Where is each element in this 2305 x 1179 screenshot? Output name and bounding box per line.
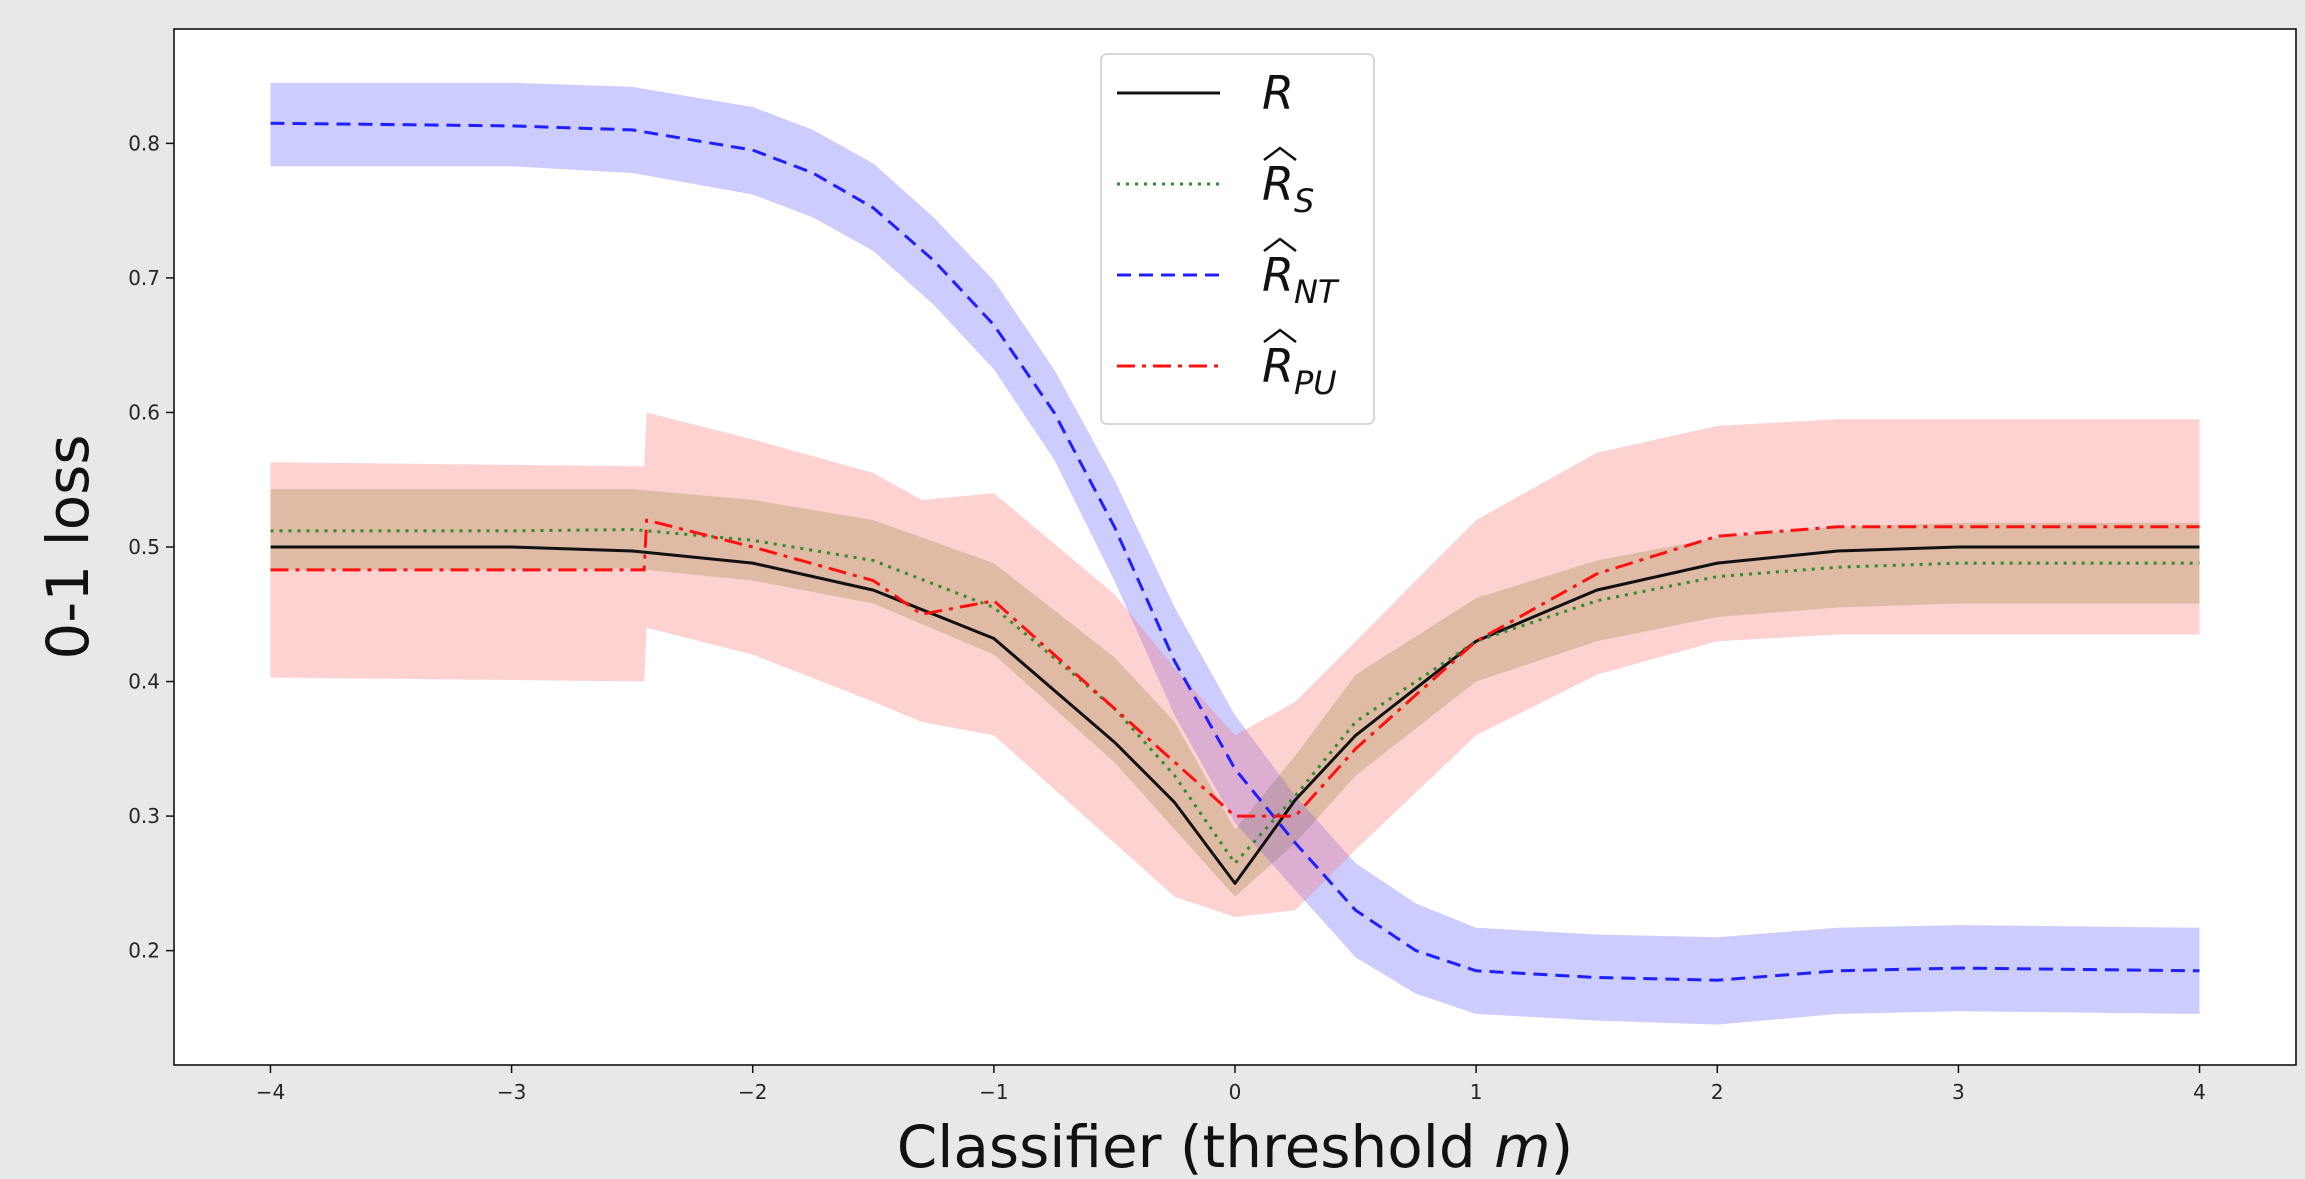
- x-tick-label: −3: [497, 1080, 526, 1104]
- x-tick-label: −4: [256, 1080, 285, 1104]
- series-lines: [270, 121, 2200, 982]
- series-rpu-band: [270, 412, 2200, 917]
- x-tick-label: 3: [1952, 1080, 1965, 1104]
- y-tick-label: 0.7: [128, 266, 160, 290]
- x-tick-label: −2: [738, 1080, 767, 1104]
- y-tick-label: 0.3: [128, 804, 160, 828]
- y-axis: 0.2 0.3 0.4 0.5 0.6 0.7 0.8: [128, 131, 174, 963]
- legend-item-r: R: [1117, 66, 1294, 120]
- series-rnt-band: [270, 82, 2200, 1025]
- series-rnt-line: [270, 121, 2200, 982]
- series-rs-band: [270, 489, 2200, 897]
- x-tick-label: 2: [1711, 1080, 1724, 1104]
- hat-icon: [1263, 146, 1297, 161]
- legend-item-rs: RS: [1117, 146, 1314, 220]
- x-tick-label: 0: [1229, 1080, 1242, 1104]
- hat-icon: [1263, 328, 1297, 343]
- legend-label: RNT: [1262, 248, 1340, 311]
- legend-label: RPU: [1262, 339, 1337, 402]
- legend-box: [1100, 53, 1375, 425]
- x-axis-label: Classifier (threshold m): [897, 1113, 1574, 1179]
- legend-item-rnt: RNT: [1117, 237, 1340, 311]
- legend-item-rpu: RPU: [1117, 328, 1337, 402]
- legend: R RS RNT RPU: [1100, 53, 1375, 425]
- confidence-bands: [270, 82, 2200, 1025]
- legend-label: R: [1262, 66, 1294, 120]
- x-axis: −4 −3 −2 −1 0 1 2 3 4: [256, 1065, 2206, 1104]
- x-tick-label: 1: [1470, 1080, 1483, 1104]
- y-tick-label: 0.2: [128, 939, 160, 963]
- y-tick-label: 0.6: [128, 400, 160, 424]
- series-r-line: [270, 545, 2200, 885]
- x-tick-label: −1: [979, 1080, 1008, 1104]
- hat-icon: [1263, 237, 1297, 252]
- y-tick-label: 0.4: [128, 670, 160, 694]
- series-rs-line: [270, 528, 2200, 865]
- series-rpu-line: [270, 518, 2200, 818]
- y-tick-label: 0.5: [128, 535, 160, 559]
- x-tick-label: 4: [2193, 1080, 2206, 1104]
- legend-label: RS: [1262, 157, 1314, 220]
- y-axis-label: 0-1 loss: [34, 434, 102, 659]
- y-tick-label: 0.8: [128, 131, 160, 155]
